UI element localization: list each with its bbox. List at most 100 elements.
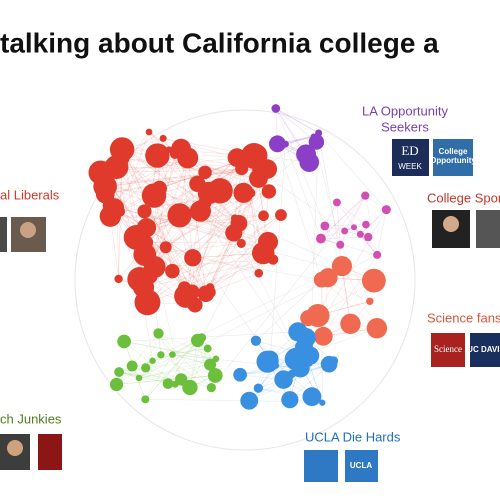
node xyxy=(236,238,246,248)
logo-ucla-fan xyxy=(304,450,338,482)
edge xyxy=(275,108,319,134)
node xyxy=(171,380,179,388)
node xyxy=(315,233,326,244)
edge xyxy=(144,157,238,255)
edge xyxy=(160,348,208,356)
edge xyxy=(144,243,242,255)
edge xyxy=(143,241,269,288)
node xyxy=(233,182,254,203)
edge xyxy=(275,108,343,267)
logo-text: ED xyxy=(401,143,418,158)
node xyxy=(257,159,278,179)
edge xyxy=(189,340,198,388)
edge xyxy=(339,195,366,245)
node xyxy=(361,268,386,293)
edge xyxy=(200,210,260,274)
node xyxy=(143,256,166,278)
node xyxy=(284,347,308,371)
node xyxy=(252,241,275,265)
edge xyxy=(105,168,242,187)
edge xyxy=(118,371,169,384)
node xyxy=(240,391,259,410)
node xyxy=(149,357,156,365)
group-label: al Liberals xyxy=(0,187,60,202)
node xyxy=(206,383,216,393)
node xyxy=(207,178,233,204)
logo-text: UCLA xyxy=(350,461,372,470)
edge xyxy=(131,365,146,400)
edge xyxy=(336,202,341,245)
edge xyxy=(257,169,345,232)
edge xyxy=(121,149,205,204)
edge xyxy=(320,195,366,239)
node xyxy=(167,203,192,228)
node xyxy=(373,250,382,259)
node xyxy=(319,399,326,406)
logo-college xyxy=(433,139,473,176)
node xyxy=(261,184,277,199)
edge xyxy=(122,145,193,305)
node xyxy=(157,351,165,359)
node xyxy=(340,313,361,334)
node xyxy=(350,224,357,231)
edge xyxy=(122,158,193,293)
logo-stanford xyxy=(38,434,62,470)
edge xyxy=(341,265,378,329)
node xyxy=(175,373,188,386)
edge xyxy=(138,364,211,379)
node xyxy=(137,204,152,219)
node xyxy=(141,363,151,373)
edge xyxy=(201,215,264,338)
logo-ucdavis xyxy=(470,333,500,367)
edge xyxy=(124,341,217,360)
edge xyxy=(160,354,212,388)
edge xyxy=(145,358,217,369)
node xyxy=(245,188,256,198)
node xyxy=(274,370,293,389)
logo-text: College xyxy=(439,147,468,156)
node xyxy=(341,227,349,235)
edge xyxy=(157,155,274,260)
node xyxy=(320,221,330,231)
node xyxy=(361,191,370,200)
node xyxy=(253,383,264,393)
node xyxy=(141,183,167,208)
node xyxy=(145,143,170,168)
edge xyxy=(118,183,198,280)
edge xyxy=(147,214,282,303)
edge xyxy=(336,202,361,235)
edge xyxy=(123,341,176,385)
node xyxy=(250,335,262,346)
node xyxy=(109,377,124,392)
edge xyxy=(158,333,212,388)
edge xyxy=(172,354,211,365)
edge xyxy=(159,188,211,288)
node xyxy=(313,326,333,346)
edge xyxy=(119,371,182,380)
node xyxy=(145,128,153,136)
avatar-face xyxy=(443,216,459,232)
node xyxy=(104,155,129,180)
node xyxy=(136,218,157,238)
node xyxy=(313,271,330,288)
group-label: Science fans xyxy=(427,310,500,325)
node xyxy=(102,197,119,214)
node xyxy=(262,350,279,368)
edge xyxy=(360,209,387,235)
node xyxy=(134,289,161,316)
group-label: ch Junkies xyxy=(0,411,62,426)
edge xyxy=(143,141,317,288)
node xyxy=(363,232,373,242)
edge xyxy=(153,195,173,272)
node xyxy=(114,274,123,284)
node xyxy=(159,134,167,142)
node xyxy=(320,355,338,373)
edge xyxy=(376,209,387,255)
edge xyxy=(275,108,319,134)
edge xyxy=(277,143,322,280)
edge xyxy=(124,331,298,342)
edge xyxy=(324,224,366,227)
node xyxy=(169,351,176,358)
node xyxy=(233,367,247,382)
